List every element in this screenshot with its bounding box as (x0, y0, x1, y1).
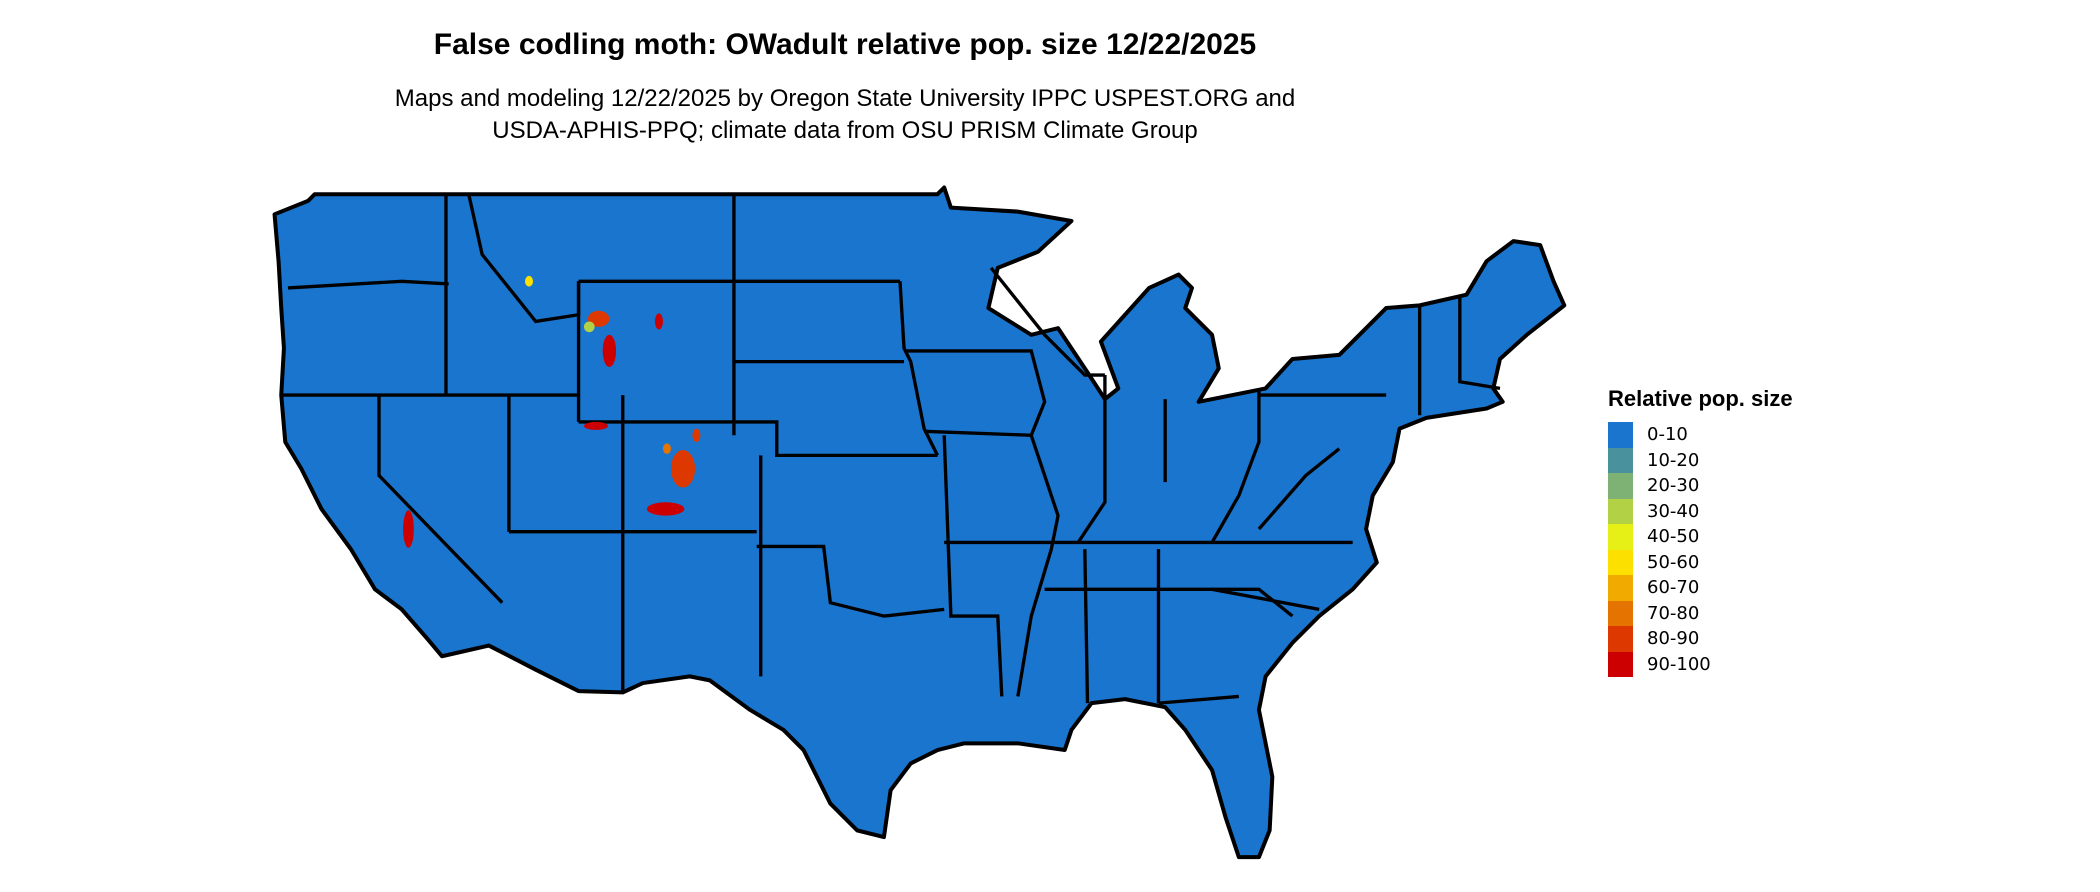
legend-swatch (1608, 575, 1633, 601)
map-subtitle-line-2: USDA-APHIS-PPQ; climate data from OSU PR… (492, 117, 1198, 144)
legend-swatch (1608, 524, 1633, 550)
legend-item: 10-20 (1608, 447, 1793, 473)
legend-label: 50-60 (1647, 551, 1700, 573)
legend-label: 10-20 (1647, 449, 1700, 471)
legend-item: 20-30 (1608, 473, 1793, 499)
legend-label: 20-30 (1647, 475, 1700, 497)
legend-swatch (1608, 549, 1633, 575)
legend-item: 0-10 (1608, 422, 1793, 448)
legend-label: 80-90 (1647, 628, 1700, 650)
legend-item: 30-40 (1608, 498, 1793, 524)
legend-swatch (1608, 422, 1633, 448)
high-population-areas (403, 275, 701, 548)
us-outline (272, 185, 1567, 860)
legend-item: 50-60 (1608, 549, 1793, 575)
legend-item: 80-90 (1608, 626, 1793, 652)
legend-title: Relative pop. size (1608, 386, 1793, 411)
legend-label: 90-100 (1647, 653, 1711, 675)
legend-item: 60-70 (1608, 575, 1793, 601)
state-borders (281, 193, 1501, 705)
legend-label: 60-70 (1647, 577, 1700, 599)
legend-item: 90-100 (1608, 651, 1793, 677)
legend-swatch (1608, 626, 1633, 652)
legend-item: 40-50 (1608, 524, 1793, 550)
map-legend: Relative pop. size 0-10 10-20 20-30 30-40 40… (1608, 386, 1793, 677)
legend-label: 40-50 (1647, 526, 1700, 548)
legend-swatch (1608, 600, 1633, 626)
legend-swatch (1608, 447, 1633, 473)
legend-swatch (1608, 473, 1633, 499)
legend-item: 70-80 (1608, 600, 1793, 626)
legend-label: 0-10 (1647, 424, 1688, 446)
legend-label: 30-40 (1647, 500, 1700, 522)
legend-swatch (1608, 498, 1633, 524)
map-subtitle-line-1: Maps and modeling 12/22/2025 by Oregon S… (394, 85, 1296, 112)
legend-swatch (1608, 651, 1633, 677)
map-title: False codling moth: OWadult relative pop… (433, 28, 1257, 61)
legend-label: 70-80 (1647, 602, 1700, 624)
